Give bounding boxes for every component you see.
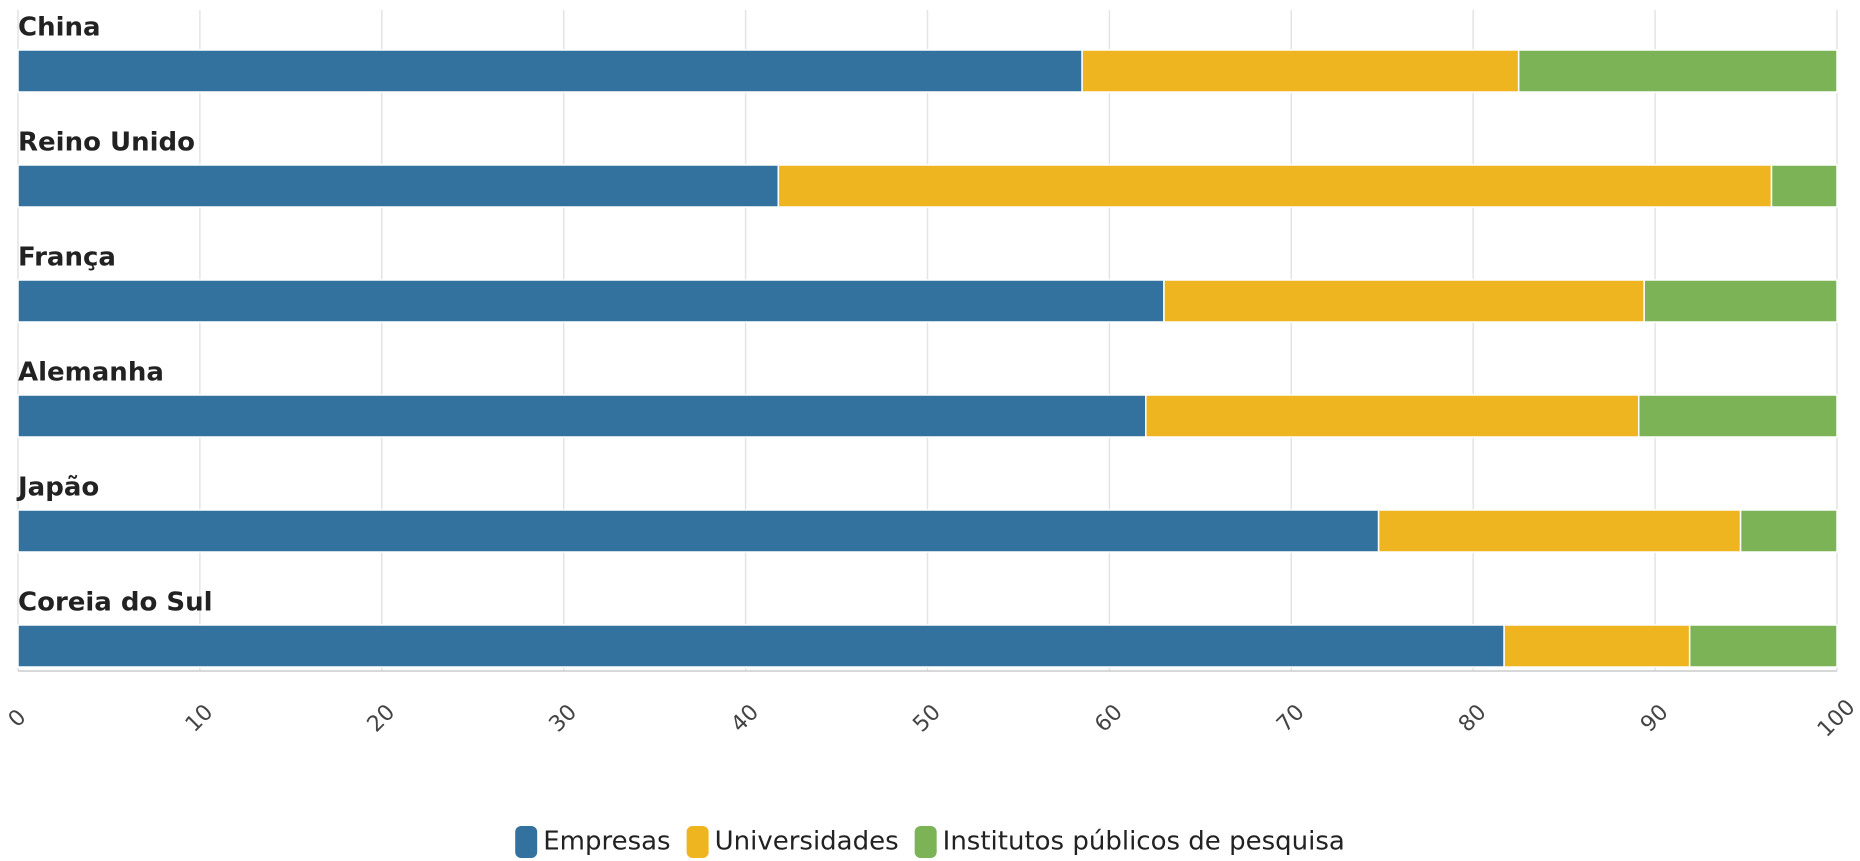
bar-segment [1145, 394, 1640, 438]
legend-swatch [914, 826, 937, 858]
bar-segment [1637, 394, 1838, 438]
x-tick-label: 100 [1813, 695, 1860, 742]
x-tick-label: 10 [181, 700, 218, 737]
x-tick-label: 20 [363, 700, 400, 737]
x-tick-label: 70 [1272, 700, 1309, 737]
legend: Empresas Universidades Institutos públicos… [515, 826, 1345, 858]
x-tick-label: 50 [908, 700, 945, 737]
category-label: China [18, 13, 101, 43]
bar-segment [17, 279, 1165, 323]
legend-label: Universidades [715, 827, 899, 857]
x-tick-label: 80 [1454, 700, 1491, 737]
bar-segment [17, 394, 1147, 438]
bar-segment [1643, 279, 1838, 323]
bar-segment [1770, 164, 1838, 208]
legend-label: Empresas [543, 827, 670, 857]
bar-segment [777, 164, 1773, 208]
bar-segment [1517, 49, 1838, 93]
category-label: Reino Unido [18, 128, 195, 158]
x-tick-label: 40 [727, 700, 764, 737]
bar-segment [1081, 49, 1520, 93]
x-tick-label: 60 [1090, 700, 1127, 737]
bar-segment [17, 49, 1083, 93]
x-tick-label: 90 [1636, 700, 1673, 737]
bar-segment [17, 164, 780, 208]
legend-swatch [686, 826, 709, 858]
bar-segment [1688, 624, 1838, 668]
legend-label: Institutos públicos de pesquisa [943, 827, 1345, 857]
legend-swatch [515, 826, 538, 858]
bar-segment [17, 509, 1380, 553]
bar-segment [1163, 279, 1645, 323]
x-tick-label: 0 [4, 705, 32, 733]
bar-segment [1739, 509, 1838, 553]
category-label: Japão [16, 473, 99, 503]
bar-segment [1503, 624, 1691, 668]
bar-segment [17, 624, 1505, 668]
category-label: Coreia do Sul [18, 588, 213, 618]
x-tick-label: 30 [545, 700, 582, 737]
bar-segment [1377, 509, 1742, 553]
category-label: França [18, 243, 116, 273]
category-label: Alemanha [18, 358, 164, 388]
